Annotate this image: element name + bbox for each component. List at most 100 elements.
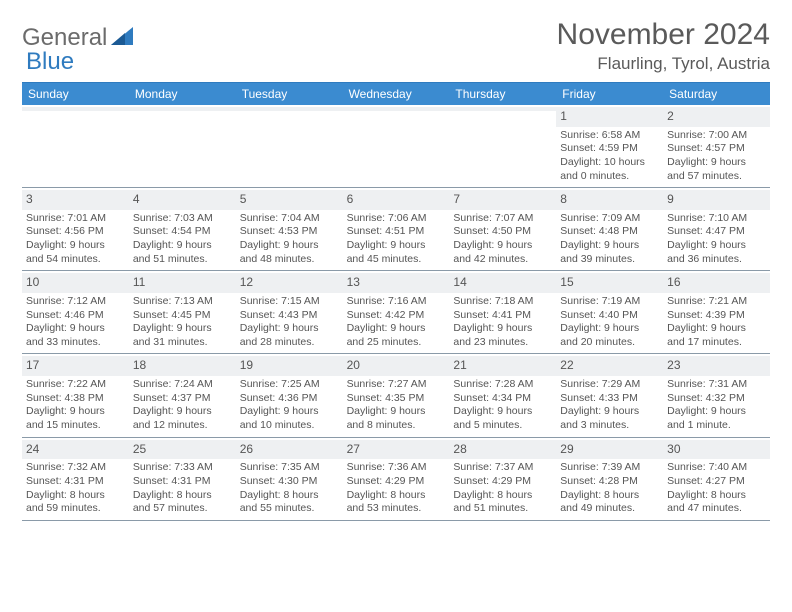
sunrise-line: Sunrise: 7:25 AM	[240, 378, 339, 392]
day-number: 14	[449, 273, 556, 293]
daylight-line: Daylight: 9 hours	[133, 322, 232, 336]
daylight-line: and 3 minutes.	[560, 419, 659, 433]
day-number: 10	[22, 273, 129, 293]
day-cell: 29Sunrise: 7:39 AMSunset: 4:28 PMDayligh…	[556, 438, 663, 520]
day-cell: 9Sunrise: 7:10 AMSunset: 4:47 PMDaylight…	[663, 188, 770, 270]
daylight-line: Daylight: 8 hours	[560, 489, 659, 503]
sunrise-line: Sunrise: 7:37 AM	[453, 461, 552, 475]
day-number	[449, 107, 556, 111]
sunset-line: Sunset: 4:31 PM	[133, 475, 232, 489]
sunrise-line: Sunrise: 7:07 AM	[453, 212, 552, 226]
sunset-line: Sunset: 4:27 PM	[667, 475, 766, 489]
sunrise-line: Sunrise: 7:36 AM	[347, 461, 446, 475]
day-cell: 25Sunrise: 7:33 AMSunset: 4:31 PMDayligh…	[129, 438, 236, 520]
day-cell: 18Sunrise: 7:24 AMSunset: 4:37 PMDayligh…	[129, 354, 236, 436]
daylight-line: Daylight: 9 hours	[667, 405, 766, 419]
sunrise-line: Sunrise: 7:40 AM	[667, 461, 766, 475]
daylight-line: Daylight: 9 hours	[133, 405, 232, 419]
sunrise-line: Sunrise: 7:03 AM	[133, 212, 232, 226]
day-cell: 2Sunrise: 7:00 AMSunset: 4:57 PMDaylight…	[663, 105, 770, 187]
week-row: 1Sunrise: 6:58 AMSunset: 4:59 PMDaylight…	[22, 105, 770, 188]
sunrise-line: Sunrise: 7:06 AM	[347, 212, 446, 226]
sunset-line: Sunset: 4:56 PM	[26, 225, 125, 239]
daylight-line: and 53 minutes.	[347, 502, 446, 516]
daylight-line: Daylight: 8 hours	[453, 489, 552, 503]
day-number	[129, 107, 236, 111]
daylight-line: Daylight: 9 hours	[560, 239, 659, 253]
daylight-line: Daylight: 9 hours	[453, 239, 552, 253]
daylight-line: Daylight: 9 hours	[667, 322, 766, 336]
sunset-line: Sunset: 4:28 PM	[560, 475, 659, 489]
sunset-line: Sunset: 4:45 PM	[133, 309, 232, 323]
sunset-line: Sunset: 4:41 PM	[453, 309, 552, 323]
day-cell: 28Sunrise: 7:37 AMSunset: 4:29 PMDayligh…	[449, 438, 556, 520]
day-cell: 6Sunrise: 7:06 AMSunset: 4:51 PMDaylight…	[343, 188, 450, 270]
day-number: 7	[449, 190, 556, 210]
sunset-line: Sunset: 4:42 PM	[347, 309, 446, 323]
sunrise-line: Sunrise: 7:16 AM	[347, 295, 446, 309]
sunrise-line: Sunrise: 7:32 AM	[26, 461, 125, 475]
daylight-line: and 5 minutes.	[453, 419, 552, 433]
day-cell: 24Sunrise: 7:32 AMSunset: 4:31 PMDayligh…	[22, 438, 129, 520]
day-number: 24	[22, 440, 129, 460]
day-number: 30	[663, 440, 770, 460]
day-number	[236, 107, 343, 111]
day-number: 17	[22, 356, 129, 376]
day-cell: 14Sunrise: 7:18 AMSunset: 4:41 PMDayligh…	[449, 271, 556, 353]
logo-triangle-icon	[111, 24, 133, 52]
day-cell: 27Sunrise: 7:36 AMSunset: 4:29 PMDayligh…	[343, 438, 450, 520]
sunset-line: Sunset: 4:29 PM	[347, 475, 446, 489]
sunset-line: Sunset: 4:46 PM	[26, 309, 125, 323]
day-number: 8	[556, 190, 663, 210]
sunset-line: Sunset: 4:36 PM	[240, 392, 339, 406]
daylight-line: Daylight: 9 hours	[240, 405, 339, 419]
calendar: Sunday Monday Tuesday Wednesday Thursday…	[22, 82, 770, 521]
daylight-line: and 51 minutes.	[133, 253, 232, 267]
sunset-line: Sunset: 4:50 PM	[453, 225, 552, 239]
day-cell	[129, 105, 236, 187]
day-number: 6	[343, 190, 450, 210]
day-number: 29	[556, 440, 663, 460]
daylight-line: and 55 minutes.	[240, 502, 339, 516]
sunset-line: Sunset: 4:54 PM	[133, 225, 232, 239]
daylight-line: and 42 minutes.	[453, 253, 552, 267]
day-cell: 11Sunrise: 7:13 AMSunset: 4:45 PMDayligh…	[129, 271, 236, 353]
sunrise-line: Sunrise: 7:22 AM	[26, 378, 125, 392]
sunrise-line: Sunrise: 6:58 AM	[560, 129, 659, 143]
daylight-line: Daylight: 9 hours	[667, 156, 766, 170]
daylight-line: Daylight: 9 hours	[240, 322, 339, 336]
sunrise-line: Sunrise: 7:24 AM	[133, 378, 232, 392]
header: General November 2024 Flaurling, Tyrol, …	[22, 18, 770, 74]
day-cell: 10Sunrise: 7:12 AMSunset: 4:46 PMDayligh…	[22, 271, 129, 353]
daylight-line: and 33 minutes.	[26, 336, 125, 350]
dow-tue: Tuesday	[236, 83, 343, 105]
sunrise-line: Sunrise: 7:39 AM	[560, 461, 659, 475]
day-cell	[22, 105, 129, 187]
day-cell: 7 Sunrise: 7:07 AMSunset: 4:50 PMDaylight…	[449, 188, 556, 270]
daylight-line: and 8 minutes.	[347, 419, 446, 433]
sunset-line: Sunset: 4:48 PM	[560, 225, 659, 239]
daylight-line: and 57 minutes.	[667, 170, 766, 184]
day-number: 9	[663, 190, 770, 210]
day-number: 23	[663, 356, 770, 376]
week-row: 3Sunrise: 7:01 AMSunset: 4:56 PMDaylight…	[22, 188, 770, 271]
daylight-line: Daylight: 8 hours	[347, 489, 446, 503]
daylight-line: Daylight: 8 hours	[26, 489, 125, 503]
day-cell: 8 Sunrise: 7:09 AMSunset: 4:48 PMDaylight…	[556, 188, 663, 270]
sunset-line: Sunset: 4:43 PM	[240, 309, 339, 323]
day-number: 13	[343, 273, 450, 293]
daylight-line: and 12 minutes.	[133, 419, 232, 433]
daylight-line: Daylight: 9 hours	[240, 239, 339, 253]
day-cell: 21Sunrise: 7:28 AMSunset: 4:34 PMDayligh…	[449, 354, 556, 436]
sunrise-line: Sunrise: 7:15 AM	[240, 295, 339, 309]
day-number: 16	[663, 273, 770, 293]
sunrise-line: Sunrise: 7:28 AM	[453, 378, 552, 392]
sunrise-line: Sunrise: 7:21 AM	[667, 295, 766, 309]
sunrise-line: Sunrise: 7:12 AM	[26, 295, 125, 309]
sunset-line: Sunset: 4:57 PM	[667, 142, 766, 156]
day-cell: 23Sunrise: 7:31 AMSunset: 4:32 PMDayligh…	[663, 354, 770, 436]
daylight-line: Daylight: 9 hours	[26, 239, 125, 253]
sunrise-line: Sunrise: 7:09 AM	[560, 212, 659, 226]
title-block: November 2024 Flaurling, Tyrol, Austria	[557, 18, 770, 74]
day-number	[22, 107, 129, 111]
